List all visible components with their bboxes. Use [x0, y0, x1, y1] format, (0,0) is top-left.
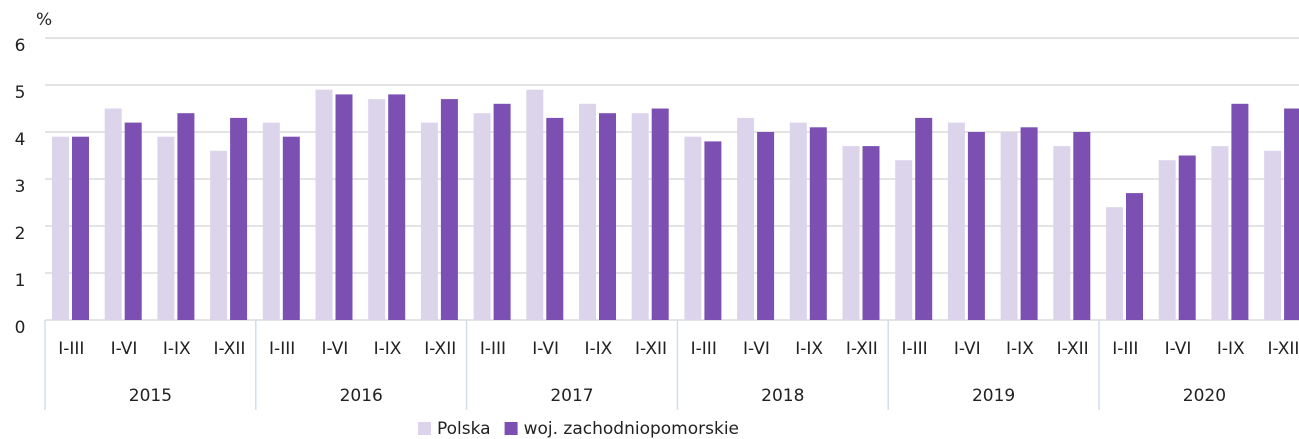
- group-label: 2016: [340, 386, 383, 406]
- x-tick-label: I-IX: [374, 339, 402, 359]
- bar: [210, 150, 228, 320]
- bar: [52, 136, 69, 320]
- bar: [388, 94, 406, 321]
- x-tick-label: I-III: [691, 339, 717, 359]
- bar: [262, 122, 280, 320]
- bar: [789, 122, 807, 320]
- x-tick-label: I-IX: [163, 339, 191, 359]
- bar: [104, 108, 122, 320]
- group-label: 2018: [761, 386, 804, 406]
- x-tick-label: I-III: [480, 339, 506, 359]
- x-tick-label: I-XII: [1267, 339, 1299, 359]
- bar: [704, 141, 722, 320]
- x-tick-label: I-XII: [424, 339, 456, 359]
- bar: [1264, 150, 1282, 320]
- bar: [420, 122, 438, 320]
- x-tick-label: I-III: [1112, 339, 1138, 359]
- bar: [947, 122, 965, 320]
- group-label: 2020: [1183, 386, 1226, 406]
- bar: [1211, 146, 1229, 320]
- bar: [157, 136, 175, 320]
- x-tick-label: I-XII: [846, 339, 878, 359]
- x-tick-label: I-XII: [635, 339, 667, 359]
- y-tick-label: 0: [15, 318, 26, 338]
- x-tick-label: I-XII: [1057, 339, 1089, 359]
- bar: [72, 136, 89, 320]
- legend-label: woj. zachodniopomorskie: [524, 419, 739, 439]
- bar: [1231, 103, 1249, 320]
- x-tick-label: I-III: [269, 339, 295, 359]
- group-label: 2015: [129, 386, 172, 406]
- y-tick-label: 3: [15, 177, 26, 197]
- bar: [895, 160, 913, 320]
- bar: [631, 113, 649, 320]
- y-tick-label: 6: [15, 36, 26, 56]
- bar: [809, 127, 827, 320]
- bar: [230, 117, 248, 321]
- x-tick-label: I-IX: [1217, 339, 1245, 359]
- x-tick-label: I-III: [901, 339, 927, 359]
- y-tick-label: 5: [15, 83, 26, 103]
- x-tick-label: I-VI: [1165, 339, 1192, 359]
- bar: [651, 108, 669, 320]
- x-tick-label: I-VI: [111, 339, 138, 359]
- bar: [1106, 207, 1123, 320]
- bar: [368, 99, 386, 320]
- x-tick-label: I-XII: [213, 339, 245, 359]
- bar: [684, 136, 702, 320]
- bar: [546, 117, 564, 321]
- bar: [1126, 193, 1143, 320]
- legend-swatch: [418, 422, 431, 435]
- bar: [967, 132, 985, 320]
- bar: [757, 132, 775, 320]
- bar: [493, 103, 511, 320]
- bar: [737, 117, 755, 321]
- x-tick-label: I-VI: [321, 339, 348, 359]
- bar: [1178, 155, 1196, 320]
- y-axis-label: %: [36, 10, 52, 30]
- x-tick-label: I-III: [58, 339, 84, 359]
- bar: [473, 113, 491, 320]
- x-tick-label: I-IX: [584, 339, 612, 359]
- y-tick-label: 4: [15, 130, 26, 150]
- bar: [1073, 132, 1091, 320]
- bar: [1284, 108, 1299, 320]
- x-tick-label: I-VI: [743, 339, 770, 359]
- bar: [315, 89, 333, 320]
- bar: [526, 89, 544, 320]
- bar: [177, 113, 195, 320]
- bar: [1020, 127, 1038, 320]
- bar: [1000, 132, 1018, 320]
- bar: [1053, 146, 1071, 320]
- bar: [124, 122, 142, 320]
- bar: [599, 113, 616, 320]
- bar: [915, 117, 933, 321]
- group-label: 2017: [550, 386, 593, 406]
- y-tick-label: 1: [15, 271, 26, 291]
- group-label: 2019: [972, 386, 1015, 406]
- bar: [1158, 160, 1176, 320]
- x-tick-label: I-VI: [532, 339, 559, 359]
- bar: [440, 99, 458, 320]
- x-tick-label: I-VI: [954, 339, 981, 359]
- bar: [842, 146, 860, 320]
- legend-label: Polska: [437, 419, 491, 439]
- x-tick-label: I-IX: [1006, 339, 1034, 359]
- legend-swatch: [504, 422, 518, 435]
- y-tick-label: 2: [15, 224, 26, 244]
- x-tick-label: I-IX: [795, 339, 823, 359]
- bar: [282, 136, 300, 320]
- bar: [862, 146, 880, 320]
- bar: [335, 94, 353, 321]
- bar: [579, 103, 596, 320]
